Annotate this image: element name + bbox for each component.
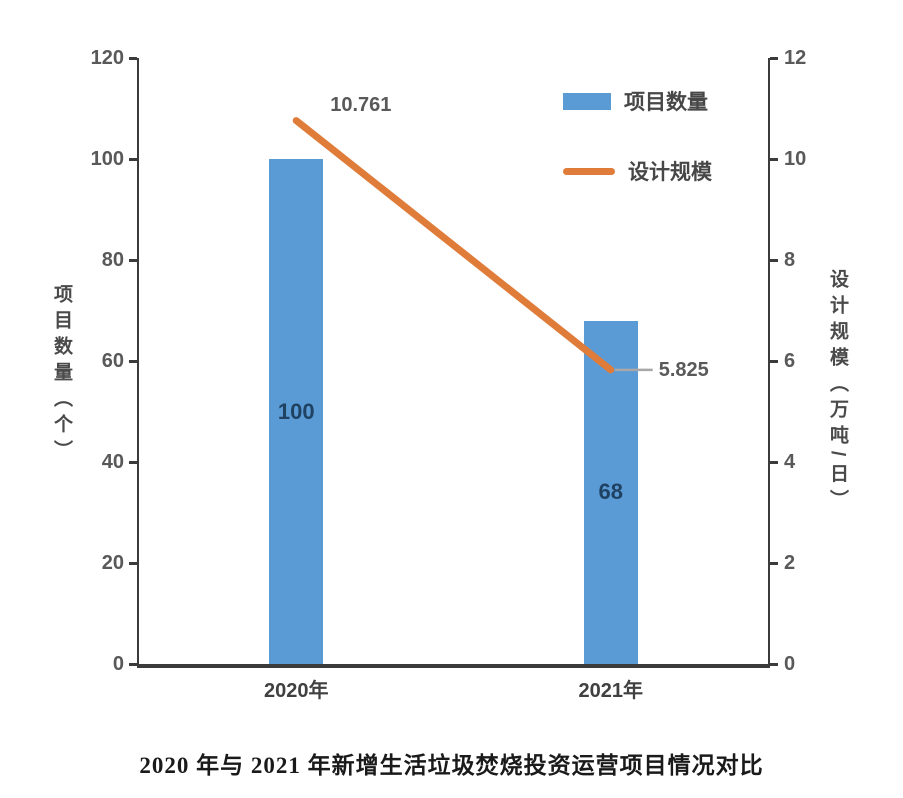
bar-2021年 [583,320,638,664]
x-axis-label-2020年: 2020年 [264,680,329,702]
right-axis-tick [770,561,778,565]
line-series-layer [292,117,653,374]
right-axis-tick-label: 2 [784,552,796,574]
right-axis-tick [770,258,778,262]
right-axis-tick-label: 8 [784,249,796,271]
left-axis-tick [129,157,137,161]
right-axis-tick [770,662,778,666]
right-axis-title: 设计规模（万吨/日） [827,268,848,516]
right-axis-tick-label: 12 [784,47,807,69]
left-axis-tick [129,258,137,262]
plot-area: 0 20 40 60 80 100 120 0 2 4 6 8 10 12 100 68 2020年 2021年 1… [91,47,807,702]
left-axis-tick [129,561,137,565]
left-axis-title: 项目数量（个） [51,284,72,466]
left-axis-tick-label: 100 [90,148,124,170]
line-value-label: 5.825 [658,358,709,381]
left-axis-tick-label: 60 [101,350,124,372]
right-axis-tick [770,157,778,161]
left-axis-tick-label: 20 [101,552,124,574]
right-axis-tick-label: 6 [784,350,796,372]
line-value-label: 10.761 [330,93,392,116]
legend-label: 项目数量 [624,91,708,114]
right-axis-tick-label: 0 [784,653,796,675]
bar-2020年 [269,159,324,664]
left-axis-tick [129,662,137,666]
right-axis-tick [770,359,778,363]
bar-value-label: 68 [598,479,623,505]
right-axis-tick-label: 4 [784,451,796,473]
line-series-path [292,117,615,374]
chart-caption: 2020 年与 2021 年新增生活垃圾焚烧投资运营项目情况对比 [139,753,764,778]
left-axis-tick-label: 40 [101,451,124,473]
legend-item-line-series: 设计规模 [563,156,712,186]
legend-label: 设计规模 [628,161,712,184]
left-axis-tick-label: 80 [101,249,124,271]
bar-series-swatch-icon [563,92,611,110]
legend-item-bar-series: 项目数量 [563,86,712,116]
left-axis-tick [129,56,137,60]
left-axis-tick [129,460,137,464]
left-axis-tick-label: 120 [90,47,124,69]
x-axis-label-2021年: 2021年 [578,680,644,702]
legend: 项目数量 设计规模 [563,86,712,186]
right-axis-tick [770,460,778,464]
left-axis-tick [129,359,137,363]
bar-value-label: 100 [277,398,315,424]
right-axis-tick [770,56,778,60]
right-axis-tick-label: 10 [784,148,807,170]
line-series-swatch-icon [563,167,615,175]
left-axis-tick-label: 0 [112,653,124,675]
